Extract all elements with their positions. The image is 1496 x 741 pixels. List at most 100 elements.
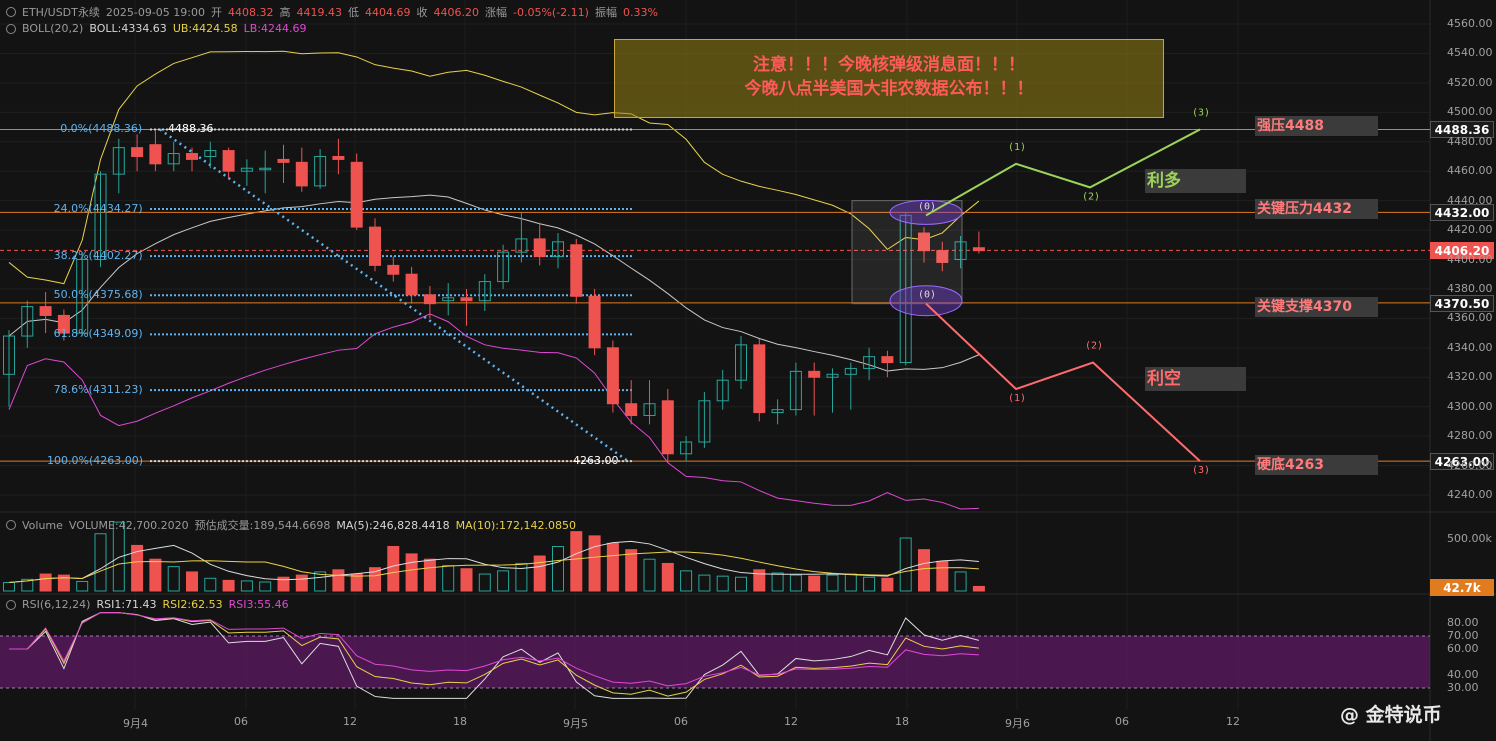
time-axis-tick: 12 xyxy=(1226,715,1240,728)
bull-wave-label: (0) xyxy=(918,201,936,212)
candle-body xyxy=(936,250,949,263)
candle-body xyxy=(570,244,583,297)
volume-bar xyxy=(277,576,290,592)
price-tag-4488: 4488.36 xyxy=(1430,121,1494,138)
eye-icon[interactable] xyxy=(6,23,16,34)
news-banner: 注意！！！今晚核弹级消息面！！！ 今晚八点半美国大非农数据公布！！！ xyxy=(614,39,1164,118)
bull-wave-label: (1) xyxy=(1008,142,1026,153)
symbol-name: ETH/USDT永续 xyxy=(22,6,100,19)
close-value: 4406.20 xyxy=(433,5,480,19)
volume-bar xyxy=(423,558,436,592)
eye-icon[interactable] xyxy=(6,599,16,610)
volume-bar xyxy=(167,566,180,592)
low-value: 4404.69 xyxy=(365,5,411,19)
volume-bar xyxy=(112,521,125,592)
candle-body xyxy=(295,161,308,187)
volume-bar xyxy=(295,574,308,592)
price-tag-current: 4406.20 xyxy=(1430,242,1494,259)
header-datetime: 2025-09-05 19:00 xyxy=(105,5,205,19)
volume-estimate: 预估成交量:189,544.6698 xyxy=(194,519,331,532)
price-axis-tick: 4360.00 xyxy=(1447,311,1493,325)
level-strong-resistance: 强压4488 xyxy=(1255,116,1378,136)
volume-bar xyxy=(515,562,528,592)
volume-bar xyxy=(771,572,784,592)
candle-body xyxy=(204,150,217,157)
bull-label: 利多 xyxy=(1145,169,1246,193)
volume-bar xyxy=(826,574,839,592)
candle-body xyxy=(808,370,821,378)
candle-body xyxy=(442,297,455,302)
fib-level-label: 0.0%(4488.36) xyxy=(60,122,143,136)
volume-bar xyxy=(643,558,656,592)
price-axis-tick: 4440.00 xyxy=(1447,193,1493,207)
boll-lower-band xyxy=(8,313,979,510)
boll-middle-band xyxy=(8,194,980,372)
candle-body xyxy=(753,344,766,414)
price-tag-4370: 4370.50 xyxy=(1430,295,1494,312)
candle-body xyxy=(423,294,436,305)
volume-tag: 42.7k xyxy=(1430,579,1494,596)
rsi3-line xyxy=(9,612,979,687)
candle-body xyxy=(844,367,857,375)
boll-header: BOLL(20,2) BOLL:4334.63 UB:4424.58 LB:42… xyxy=(6,22,306,35)
level-bottom: 硬底4263 xyxy=(1255,455,1378,475)
volume-bar xyxy=(186,571,198,592)
candle-body xyxy=(918,232,930,252)
fib-high-label: 4488.36 xyxy=(168,122,214,135)
candle-body xyxy=(369,226,381,266)
volume-bar xyxy=(918,549,930,592)
volume-bar xyxy=(222,579,235,592)
open-value: 4408.32 xyxy=(228,5,274,19)
candle-body xyxy=(588,295,601,349)
open-label: 开 xyxy=(211,6,222,19)
boll-lb: LB:4244.69 xyxy=(243,22,307,35)
candle-body xyxy=(314,155,327,187)
boll-name: BOLL(20,2) xyxy=(22,22,84,35)
price-axis-tick: 4420.00 xyxy=(1447,223,1493,237)
price-axis-tick: 4320.00 xyxy=(1447,370,1493,384)
support-ellipse xyxy=(889,285,963,317)
candle-body xyxy=(552,241,564,258)
candle-body xyxy=(350,161,363,228)
candle-body xyxy=(716,379,729,402)
time-axis-tick: 18 xyxy=(895,715,909,728)
time-axis-tick: 06 xyxy=(674,715,688,728)
time-axis-tick: 9月5 xyxy=(563,717,588,730)
change-label: 涨幅 xyxy=(485,6,507,19)
rsi-axis-tick: 80.00 xyxy=(1447,616,1479,629)
price-tag-4263: 4263.00 xyxy=(1430,453,1494,470)
volume-bar xyxy=(131,544,144,592)
candle-body xyxy=(954,241,967,260)
candle-body xyxy=(661,400,674,455)
candle-body xyxy=(387,264,400,275)
volume-header: Volume VOLUME:42,700.2020 预估成交量:189,544.… xyxy=(6,517,576,533)
high-value: 4419.43 xyxy=(296,5,343,19)
volume-value: VOLUME:42,700.2020 xyxy=(68,518,189,532)
volume-bar xyxy=(497,570,510,592)
volume-bar xyxy=(460,568,473,592)
price-tag-4432: 4432.00 xyxy=(1430,204,1494,221)
change-value: -0.05%(-2.11) xyxy=(513,5,589,19)
volume-bar xyxy=(936,560,949,592)
candle-body xyxy=(735,344,747,381)
volume-bar xyxy=(57,574,70,592)
bear-wave-label: (3) xyxy=(1192,465,1210,476)
price-axis-tick: 4280.00 xyxy=(1447,429,1493,443)
candle-body xyxy=(826,373,839,378)
eye-icon[interactable] xyxy=(6,7,16,17)
candle-body xyxy=(149,144,162,165)
candle-body xyxy=(94,173,107,261)
time-axis-tick: 18 xyxy=(453,715,467,728)
candle-body xyxy=(515,238,528,253)
wave-projection: (0) (1) (2) (3) (0) (1) (2) (3) xyxy=(851,107,1210,476)
volume-bar xyxy=(149,558,162,592)
candle-body xyxy=(881,356,894,364)
volume-bar xyxy=(753,569,766,592)
eye-icon[interactable] xyxy=(6,520,16,530)
volume-bar xyxy=(21,578,34,592)
amplitude-value: 0.33% xyxy=(622,5,658,19)
candle-body xyxy=(606,347,619,405)
volume-bar xyxy=(3,582,15,592)
